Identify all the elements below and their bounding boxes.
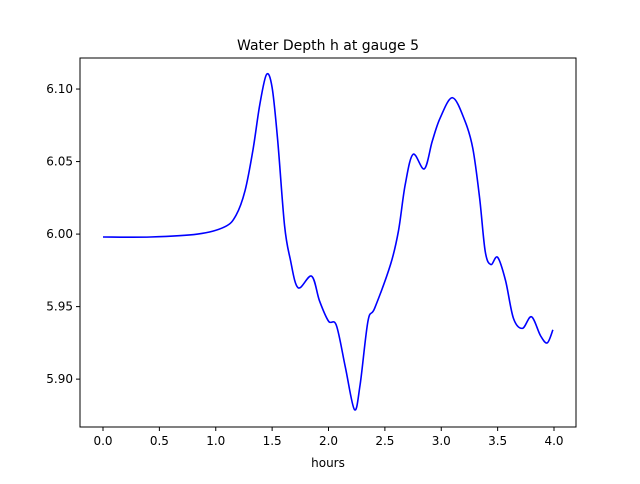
axes-frame [79, 57, 577, 428]
x-tick-label: 3.5 [488, 434, 507, 448]
y-axis: 5.90 5.95 6.00 6.05 6.10 [46, 82, 80, 386]
y-tick-label: 6.10 [46, 82, 73, 96]
series-line-h [103, 72, 554, 411]
y-tick-label: 5.90 [46, 372, 73, 386]
x-tick-label: 0.5 [150, 434, 169, 448]
chart-title: Water Depth h at gauge 5 [237, 38, 419, 54]
x-tick-label: 1.5 [263, 434, 282, 448]
x-tick-label: 2.0 [319, 434, 338, 448]
x-tick-label: 0.0 [93, 434, 112, 448]
x-axis: 0.0 0.5 1.0 1.5 2.0 2.5 3.0 3.5 4.0 [93, 427, 564, 448]
y-tick-label: 6.05 [46, 155, 73, 169]
y-tick-label: 6.00 [46, 227, 73, 241]
x-tick-label: 3.0 [432, 434, 451, 448]
x-tick-label: 2.5 [375, 434, 394, 448]
x-tick-label: 1.0 [206, 434, 225, 448]
plot-area [103, 72, 554, 411]
y-tick-label: 5.95 [46, 300, 73, 314]
x-tick-label: 4.0 [544, 434, 563, 448]
x-axis-label: hours [311, 456, 345, 470]
